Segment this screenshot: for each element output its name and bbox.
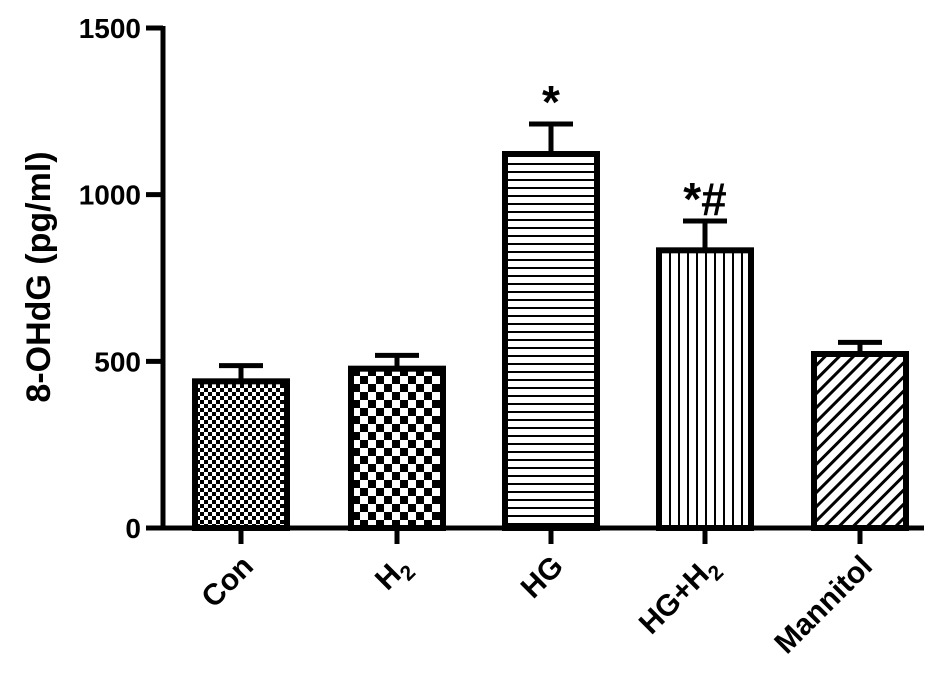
x-ticks: Con H2 HG HG+H2 Mannitol xyxy=(195,528,879,660)
bar xyxy=(656,247,754,531)
y-ticks: 0 500 1000 1500 xyxy=(79,13,163,544)
bar xyxy=(811,351,909,531)
x-tick-label: Mannitol xyxy=(768,550,879,661)
x-tick-label: Con xyxy=(195,550,260,615)
x-tick-label: HG+H2 xyxy=(633,550,728,645)
y-tick-label: 0 xyxy=(125,513,141,544)
x-tick-label: H2 xyxy=(369,550,420,601)
significance-marker: *# xyxy=(683,173,726,225)
y-tick-label: 1000 xyxy=(79,180,141,211)
x-tick-label: HG xyxy=(515,550,570,605)
significance-marker: * xyxy=(542,76,560,128)
bar xyxy=(192,378,290,532)
y-tick-label: 1500 xyxy=(79,13,141,44)
y-axis-label: 8-OHdG (pg/ml) xyxy=(20,151,58,402)
y-tick-label: 500 xyxy=(94,346,141,377)
bar xyxy=(502,151,600,531)
bar xyxy=(348,365,446,531)
bars: * *# xyxy=(192,76,909,532)
